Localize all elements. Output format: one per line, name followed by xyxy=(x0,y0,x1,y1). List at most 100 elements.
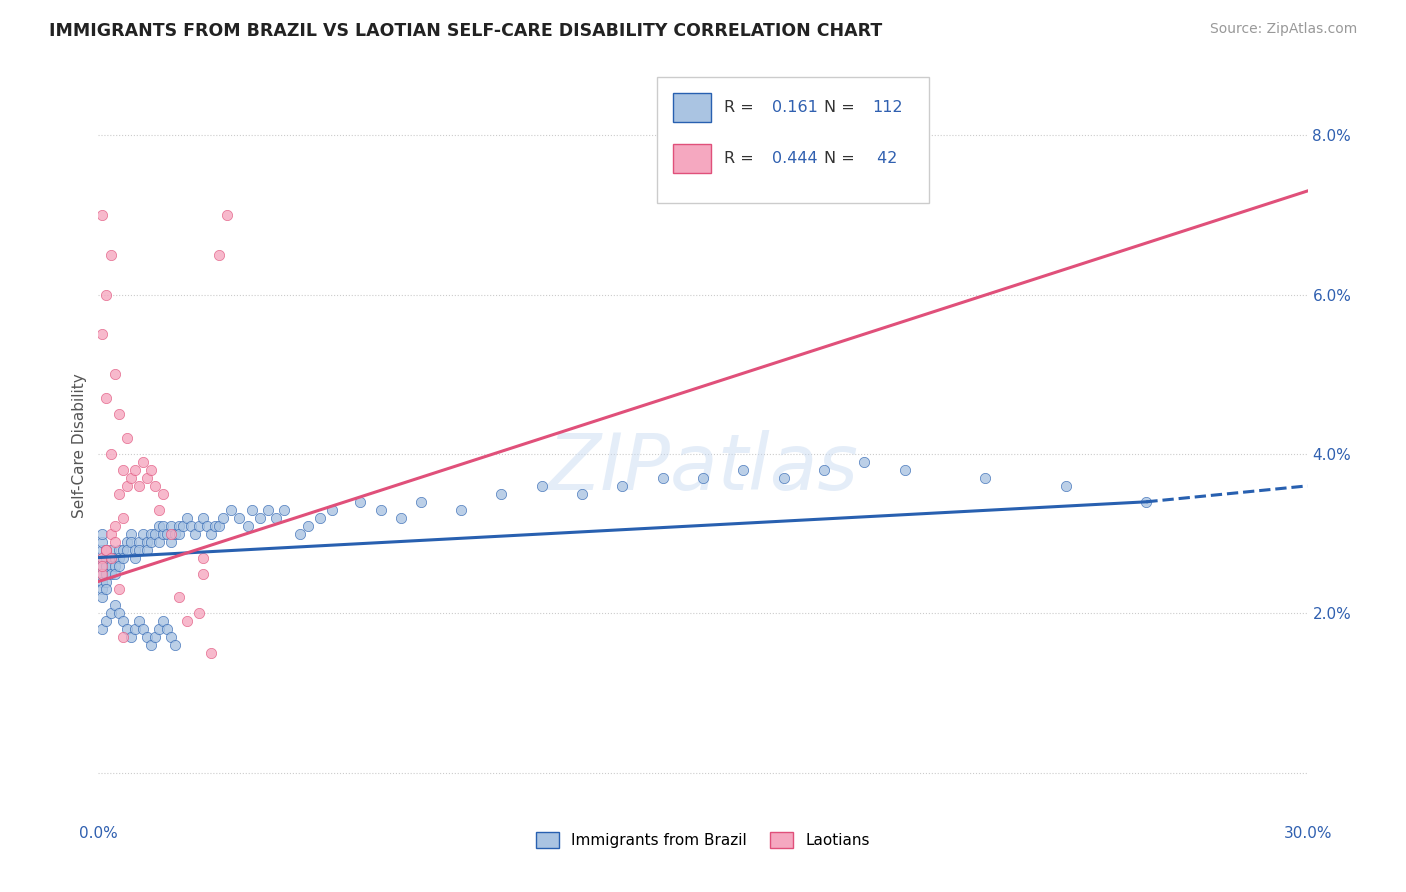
Point xyxy=(100,550,122,565)
Point xyxy=(107,550,129,565)
Text: IMMIGRANTS FROM BRAZIL VS LAOTIAN SELF-CARE DISABILITY CORRELATION CHART: IMMIGRANTS FROM BRAZIL VS LAOTIAN SELF-C… xyxy=(49,22,883,40)
Point xyxy=(91,591,114,605)
Point xyxy=(128,534,150,549)
Point xyxy=(180,518,202,533)
Point xyxy=(200,526,222,541)
Point xyxy=(96,582,118,597)
Point xyxy=(288,526,311,541)
Point xyxy=(139,638,162,652)
Point xyxy=(309,510,332,524)
Point xyxy=(450,502,472,516)
Point xyxy=(115,623,138,637)
Point xyxy=(91,623,114,637)
Point xyxy=(692,471,714,485)
Point xyxy=(893,463,915,477)
Point xyxy=(176,615,198,629)
Point xyxy=(124,550,146,565)
Point xyxy=(91,566,114,581)
Point xyxy=(103,599,125,613)
FancyBboxPatch shape xyxy=(672,144,711,172)
Point xyxy=(370,502,392,516)
Point xyxy=(100,566,122,581)
Text: N =: N = xyxy=(824,151,860,166)
Point xyxy=(264,510,287,524)
Text: Source: ZipAtlas.com: Source: ZipAtlas.com xyxy=(1209,22,1357,37)
Point xyxy=(148,518,170,533)
Y-axis label: Self-Care Disability: Self-Care Disability xyxy=(72,374,87,518)
Point xyxy=(91,550,114,565)
Point xyxy=(143,479,166,493)
Point xyxy=(124,623,146,637)
Point xyxy=(1054,479,1077,493)
Point xyxy=(100,558,122,573)
Point xyxy=(91,534,114,549)
Point xyxy=(100,526,122,541)
Point xyxy=(107,407,129,421)
Point xyxy=(156,623,179,637)
Point xyxy=(111,630,134,644)
Point xyxy=(91,558,114,573)
Point xyxy=(256,502,278,516)
Point xyxy=(111,550,134,565)
Point xyxy=(188,607,211,621)
Point xyxy=(135,542,157,557)
Point xyxy=(96,287,118,301)
Point xyxy=(321,502,343,516)
Point xyxy=(148,623,170,637)
Point xyxy=(152,518,174,533)
Point xyxy=(128,542,150,557)
Point xyxy=(217,208,239,222)
Point xyxy=(124,542,146,557)
Point xyxy=(91,327,114,342)
Point xyxy=(135,534,157,549)
Point xyxy=(91,526,114,541)
Point xyxy=(349,495,371,509)
Point xyxy=(249,510,271,524)
Point xyxy=(135,630,157,644)
Text: 112: 112 xyxy=(872,100,903,115)
Point xyxy=(163,638,186,652)
Point xyxy=(103,558,125,573)
Point xyxy=(115,479,138,493)
Point xyxy=(96,542,118,557)
Point xyxy=(571,487,593,501)
Text: N =: N = xyxy=(824,100,860,115)
Point xyxy=(853,455,876,469)
Point xyxy=(208,248,231,262)
Point xyxy=(128,615,150,629)
Point xyxy=(107,582,129,597)
Point xyxy=(160,518,183,533)
Point xyxy=(184,526,207,541)
Point xyxy=(409,495,432,509)
Point xyxy=(193,566,215,581)
Point xyxy=(221,502,243,516)
Point xyxy=(120,526,142,541)
Point xyxy=(100,607,122,621)
Point xyxy=(91,208,114,222)
Point xyxy=(96,566,118,581)
Point xyxy=(132,623,155,637)
FancyBboxPatch shape xyxy=(672,93,711,121)
Point xyxy=(240,502,263,516)
Point xyxy=(193,510,215,524)
Point xyxy=(167,526,190,541)
Point xyxy=(160,526,183,541)
Point xyxy=(115,431,138,445)
Point xyxy=(188,518,211,533)
Point xyxy=(297,518,319,533)
Point xyxy=(132,526,155,541)
Point xyxy=(107,542,129,557)
Point xyxy=(96,542,118,557)
Point xyxy=(96,615,118,629)
Point xyxy=(107,558,129,573)
Point xyxy=(172,518,194,533)
Point xyxy=(91,550,114,565)
Point xyxy=(389,510,412,524)
Point xyxy=(115,542,138,557)
Point xyxy=(212,510,235,524)
Point xyxy=(148,534,170,549)
Point xyxy=(200,646,222,660)
Point xyxy=(100,248,122,262)
Point xyxy=(143,526,166,541)
Point xyxy=(91,542,114,557)
